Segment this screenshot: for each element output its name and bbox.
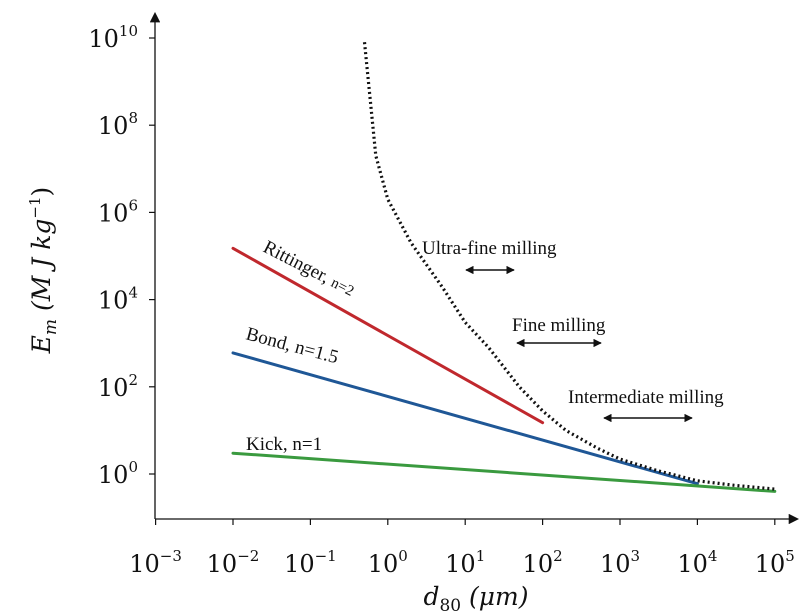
- annotations: Ultra-fine milling Fine milling Intermedia…: [422, 238, 724, 423]
- y-tick-label: 106: [98, 196, 138, 227]
- y-tick-label: 100: [98, 458, 138, 489]
- rittinger-line: [231, 246, 545, 425]
- x-tick-label: 10−3: [129, 547, 182, 578]
- x-tick-label: 10−1: [284, 547, 337, 578]
- y-axis-title-sup: −1: [26, 196, 44, 218]
- empirical-dotted-curve: [362, 42, 775, 491]
- ultra-fine-label: Ultra-fine milling: [422, 238, 557, 259]
- y-tick-label: 102: [98, 371, 138, 402]
- y-tick-label: 104: [98, 284, 138, 315]
- kick-label: Kick, n=1: [246, 434, 322, 455]
- y-axis-title-base: E: [27, 335, 56, 354]
- x-tick-label: 10−2: [207, 547, 260, 578]
- x-tick-label: 100: [368, 547, 408, 578]
- y-tick-label: 1010: [88, 22, 138, 53]
- x-axis-title-rest: (μm): [461, 582, 528, 611]
- x-tick-label: 103: [600, 547, 640, 578]
- x-ticks: 10−3 10−2 10−1 100 101 102 103 104 105: [129, 519, 795, 578]
- y-ticks: 100 102 104 106 108 1010: [88, 22, 155, 489]
- y-axis-title-sub: m: [41, 319, 61, 335]
- x-axis-title-sub: 80: [439, 596, 461, 612]
- x-axis-title-base: d: [423, 582, 439, 611]
- fine-label: Fine milling: [512, 315, 606, 336]
- intermediate-label: Intermediate milling: [568, 387, 724, 408]
- x-tick-label: 105: [755, 547, 795, 578]
- x-tick-label: 101: [445, 547, 485, 578]
- x-tick-label: 104: [677, 547, 717, 578]
- bond-label: Bond, n=1.5: [244, 324, 341, 369]
- x-tick-label: 102: [523, 547, 563, 578]
- y-axis-title: Em (M J kg−1): [26, 187, 61, 355]
- kick-line: [231, 451, 777, 493]
- y-axis-title-close: ): [27, 187, 56, 197]
- y-tick-label: 108: [98, 109, 138, 140]
- y-axis-title-rest: (M J kg: [27, 219, 56, 319]
- x-axis-title: d80 (μm): [423, 582, 528, 612]
- series-group: [231, 42, 777, 493]
- bond-line: [231, 351, 699, 486]
